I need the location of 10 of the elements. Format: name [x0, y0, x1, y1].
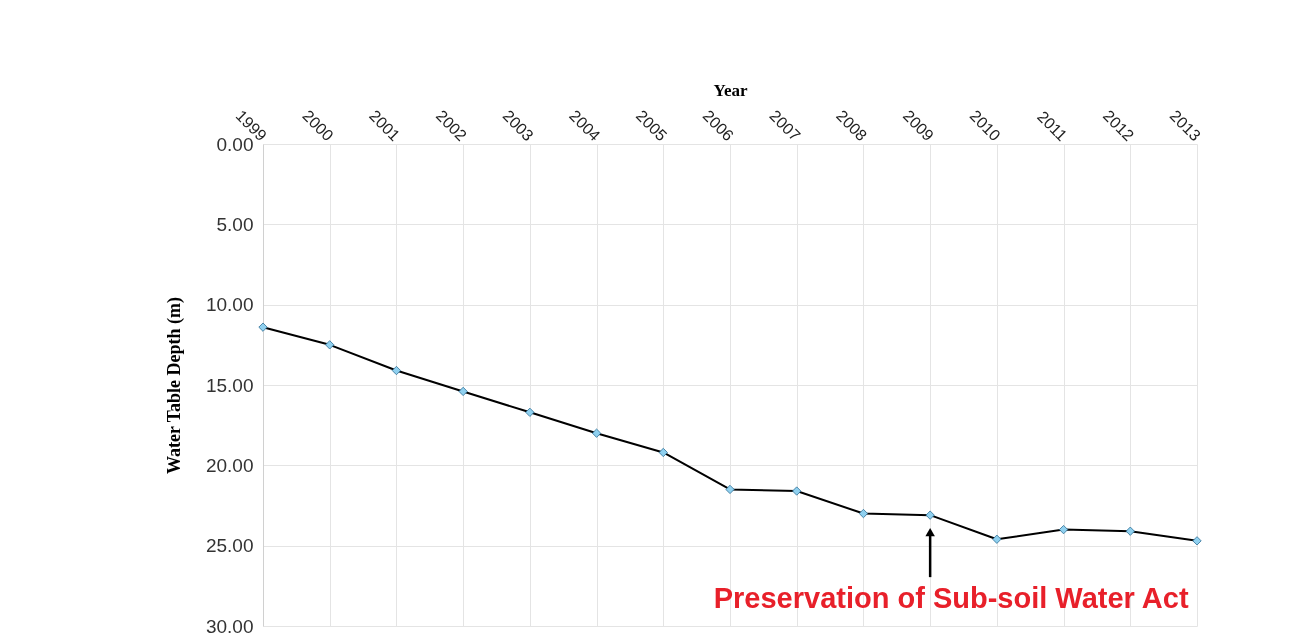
y-tick-label: 20.00: [205, 454, 254, 476]
y-tick-label: 10.00: [205, 294, 254, 316]
y-tick-label: 5.00: [216, 213, 254, 235]
y-tick-label: 30.00: [205, 615, 254, 637]
y-axis-title: Water Table Depth (m): [163, 296, 185, 475]
y-tick-label: 15.00: [205, 374, 254, 396]
y-tick-label: 0.00: [216, 133, 254, 155]
x-axis-title: Year: [713, 80, 748, 100]
y-tick-label: 25.00: [205, 535, 254, 557]
annotation: Preservation of Sub-soil Water Act: [713, 582, 1189, 615]
